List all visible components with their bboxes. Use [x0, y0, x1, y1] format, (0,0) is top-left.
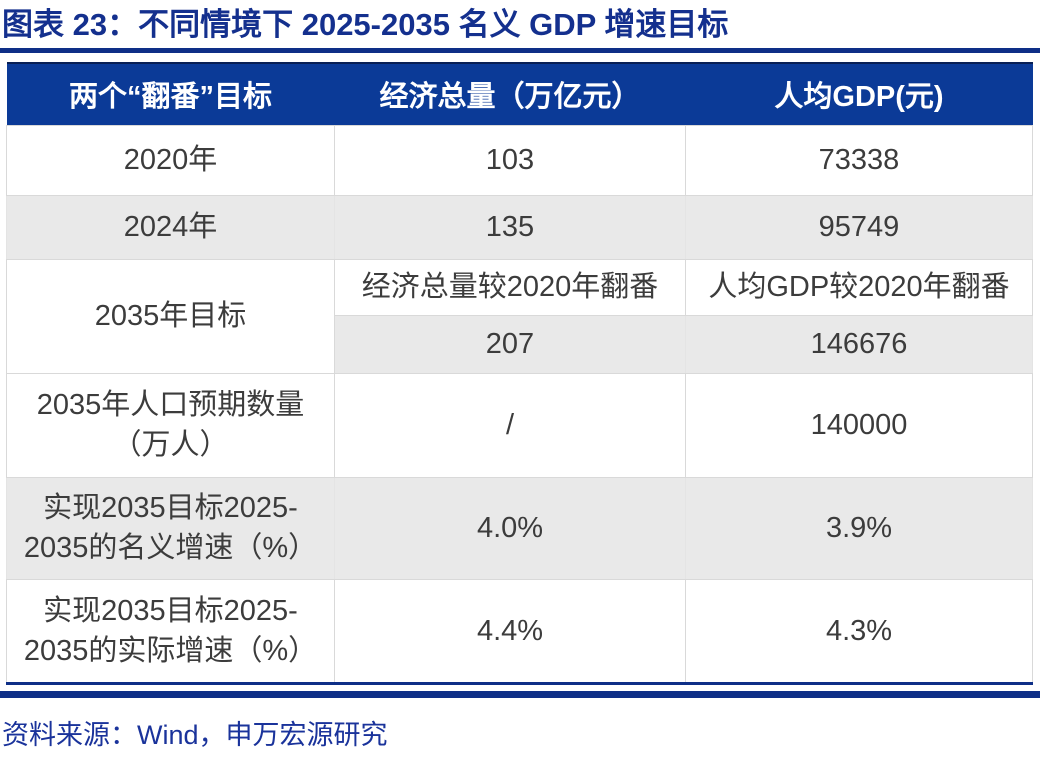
cell-per-capita-gdp: 140000 — [685, 372, 1033, 478]
figure-title: 图表 23：不同情境下 2025-2035 名义 GDP 增速目标 — [2, 7, 729, 42]
column-header-goals: 两个“翻番”目标 — [6, 62, 335, 125]
table-row-2020: 2020年 103 73338 — [6, 124, 1033, 196]
cell-total-gdp: 135 — [334, 194, 686, 260]
cell-per-capita-gdp: 3.9% — [685, 476, 1033, 580]
column-header-total-gdp: 经济总量（万亿元） — [334, 62, 686, 125]
report-figure: 图表 23：不同情境下 2025-2035 名义 GDP 增速目标 两个“翻番”… — [0, 5, 1040, 758]
cell-per-capita-gdp: 73338 — [685, 124, 1033, 196]
row-label: 2020年 — [6, 124, 335, 196]
header-row: 两个“翻番”目标 经济总量（万亿元） 人均GDP(元) — [6, 62, 1033, 125]
cell-total-gdp: 103 — [334, 124, 686, 196]
bottom-rule — [0, 690, 1040, 698]
table-row-2035-population: 2035年人口预期数量 （万人） / 140000 — [6, 372, 1033, 478]
cell-total-gdp: 207 — [334, 314, 686, 374]
row-label: 2035年人口预期数量 （万人） — [6, 372, 335, 478]
row-label: 实现2035目标2025- 2035的名义增速（%） — [6, 476, 335, 580]
row-label: 实现2035目标2025- 2035的实际增速（%） — [6, 578, 335, 684]
cell-per-capita-gdp: 4.3% — [685, 578, 1033, 684]
source-note: 资料来源：Wind，申万宏源研究 — [2, 719, 388, 750]
cell-total-gdp: 4.0% — [334, 476, 686, 580]
table-row-2035-target-values: 207 146676 — [7, 314, 1033, 374]
row-label: 2024年 — [6, 194, 335, 260]
cell-per-capita-gdp: 人均GDP较2020年翻番 — [685, 258, 1033, 316]
gdp-target-table: 两个“翻番”目标 经济总量（万亿元） 人均GDP(元) 2020年 103 73… — [6, 62, 1033, 685]
title-rule — [0, 48, 1040, 53]
cell-total-gdp: 4.4% — [334, 578, 686, 684]
column-header-per-capita-gdp: 人均GDP(元) — [685, 62, 1033, 125]
cell-per-capita-gdp: 146676 — [685, 314, 1033, 374]
cell-total-gdp: / — [334, 372, 686, 478]
row-label-2035-target: 2035年目标 — [6, 258, 335, 374]
table-row-2035-target-statement: 2035年目标 经济总量较2020年翻番 人均GDP较2020年翻番 — [6, 258, 1033, 374]
cell-per-capita-gdp: 95749 — [685, 194, 1033, 260]
table-row-nominal-growth: 实现2035目标2025- 2035的名义增速（%） 4.0% 3.9% — [6, 476, 1033, 580]
cell-total-gdp: 经济总量较2020年翻番 — [334, 258, 686, 316]
table-row-2024: 2024年 135 95749 — [6, 194, 1033, 260]
table-row-real-growth: 实现2035目标2025- 2035的实际增速（%） 4.4% 4.3% — [6, 578, 1033, 684]
